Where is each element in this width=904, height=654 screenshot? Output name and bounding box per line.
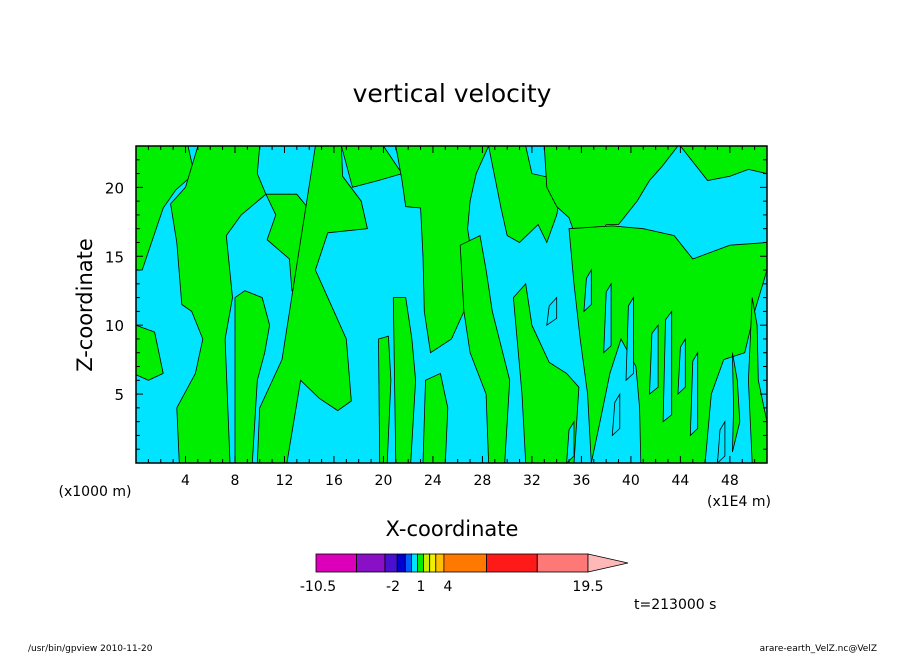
x-tick-label: 44 <box>671 473 689 489</box>
y-tick-label: 10 <box>105 317 124 335</box>
colorbar-segment <box>429 553 437 573</box>
y-axis-label: Z-coordinate <box>73 238 97 372</box>
positive-velocity-region <box>256 145 368 464</box>
negative-velocity-streak <box>625 296 634 382</box>
positive-velocity-region <box>422 372 449 464</box>
x-units-label: (x1E4 m) <box>707 494 771 510</box>
colorbar-segment <box>536 553 589 573</box>
x-tick-label: 4 <box>181 473 190 489</box>
plot-frame <box>135 145 768 464</box>
x-tick-label: 8 <box>231 473 240 489</box>
negative-velocity-streak <box>662 310 673 423</box>
colorbar-label: 4 <box>444 579 453 595</box>
positive-velocity-region <box>512 282 580 464</box>
time-label: t=213000 s <box>634 597 716 613</box>
positive-velocity-region <box>459 235 511 464</box>
x-tick-label: 24 <box>424 473 442 489</box>
x-axis-label: X-coordinate <box>386 517 519 541</box>
negative-velocity-streak <box>603 282 612 354</box>
negative-velocity-streak <box>649 324 659 395</box>
negative-velocity-streak <box>717 420 726 464</box>
x-tick-label: 20 <box>375 473 393 489</box>
footer-right: arare-earth_VelZ.nc@VelZ <box>760 644 877 654</box>
negative-velocity-streak <box>611 392 621 437</box>
colorbar-segment <box>486 553 538 573</box>
colorbar-segment <box>356 553 386 573</box>
x-tick-label: 12 <box>276 473 294 489</box>
x-tick-label: 48 <box>721 473 739 489</box>
negative-velocity-streak <box>583 268 592 313</box>
x-tick-label: 36 <box>572 473 590 489</box>
x-axis: 4 8 12 16 20 24 28 32 36 40 44 48 <box>147 146 756 489</box>
colorbar-label: -10.5 <box>300 579 336 595</box>
negative-velocity-streak <box>546 296 558 327</box>
colorbar-labels: -10.5 -2 1 4 19.5 <box>300 579 604 595</box>
y-axis: 5 10 15 20 <box>105 159 767 450</box>
colorbar-segment <box>410 553 418 573</box>
colorbar-segment <box>435 553 445 573</box>
colorbar-segment <box>384 553 398 573</box>
y-tick-label: 20 <box>105 179 124 197</box>
x-tick-label: 16 <box>325 473 343 489</box>
positive-velocity-region <box>732 352 741 453</box>
footer-left: /usr/bin/gpview 2010-11-20 <box>28 644 153 654</box>
x-tick-label: 28 <box>474 473 492 489</box>
y-units-label: (x1000 m) <box>59 484 132 500</box>
y-tick-label: 5 <box>114 386 124 404</box>
colorbar-label: 1 <box>417 579 426 595</box>
negative-velocity-streak <box>689 351 699 437</box>
colorbar-segment <box>417 553 424 573</box>
positive-velocity-region <box>488 145 564 244</box>
colorbar-segment <box>315 553 357 573</box>
chart-title: vertical velocity <box>353 79 552 108</box>
colorbar-segment <box>443 553 487 573</box>
colorbar-label: 19.5 <box>572 579 603 595</box>
plot-area <box>135 145 768 464</box>
colorbar-segment <box>396 553 406 573</box>
x-tick-label: 40 <box>622 473 640 489</box>
positive-velocity-region <box>378 335 392 464</box>
colorbar-segment <box>404 553 412 573</box>
colorbar-arrow <box>587 553 629 573</box>
negative-velocity-streak <box>677 337 686 396</box>
positive-velocity-regions <box>135 145 768 464</box>
y-tick-label: 15 <box>105 248 124 266</box>
x-tick-label: 32 <box>523 473 541 489</box>
colorbar-segment <box>423 553 431 573</box>
negative-velocity-streak <box>566 420 575 464</box>
colorbar <box>315 553 629 573</box>
colorbar-label: -2 <box>386 579 400 595</box>
